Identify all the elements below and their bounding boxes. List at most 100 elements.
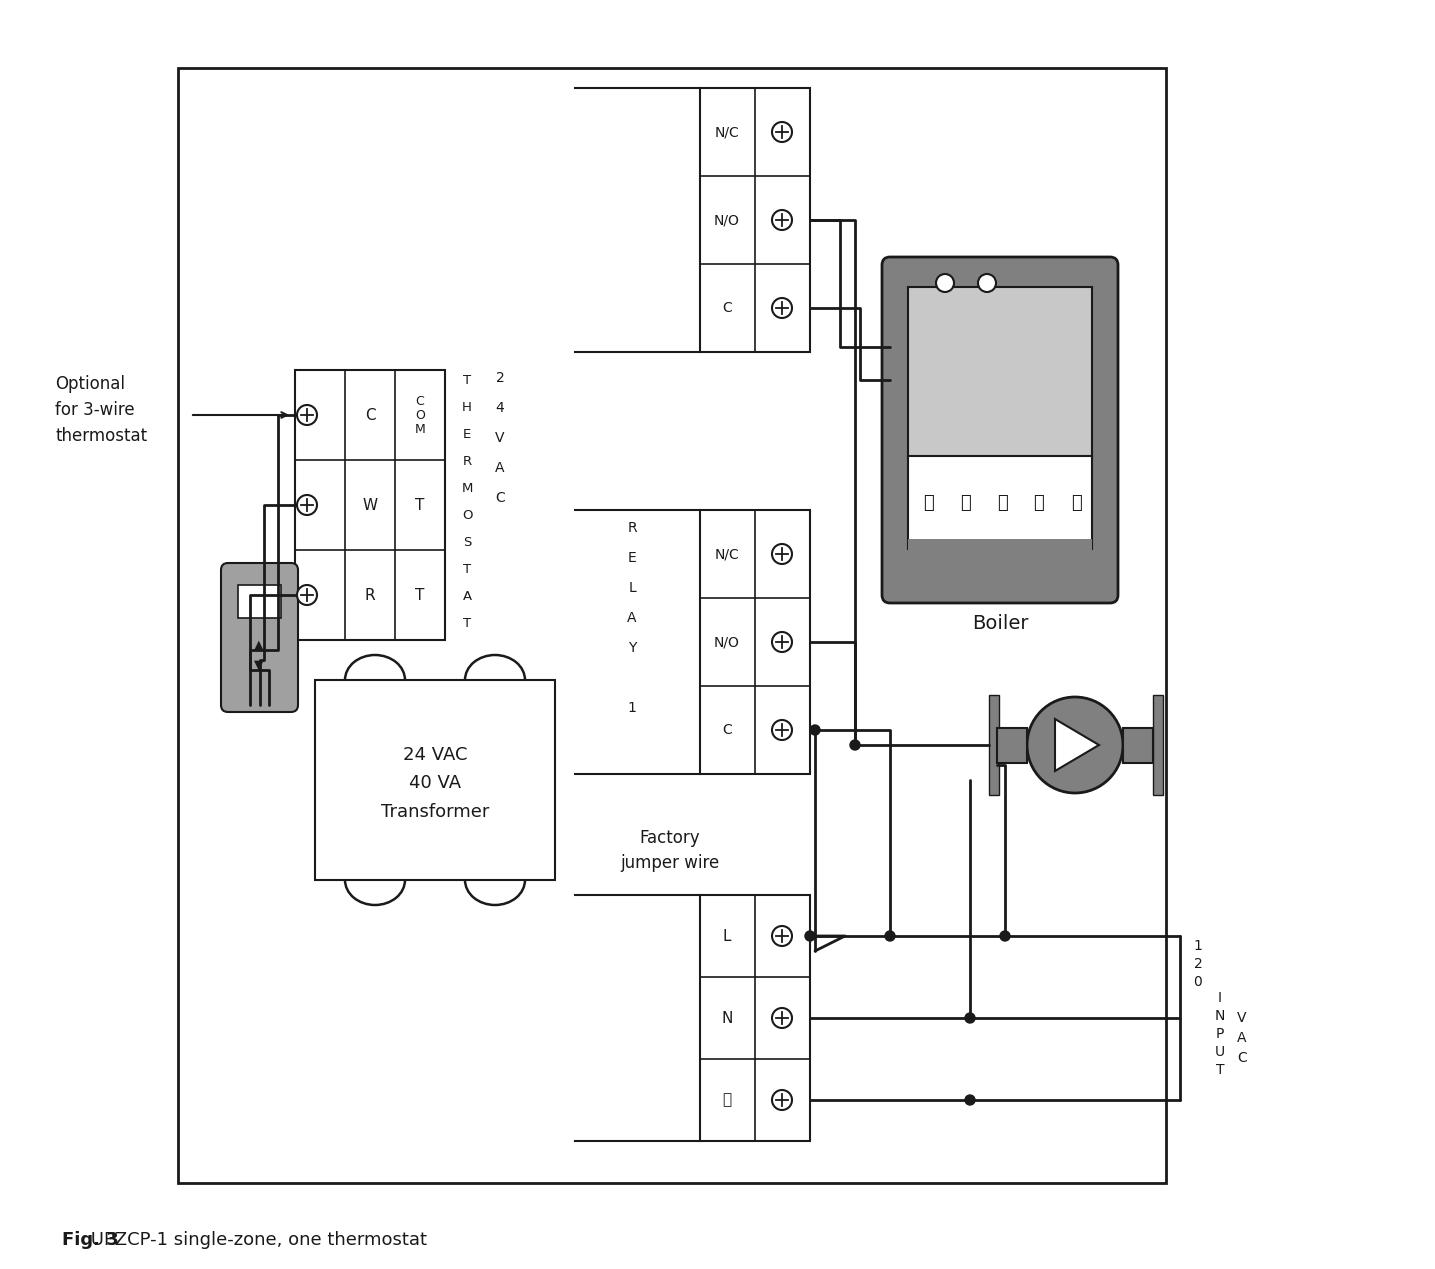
Bar	[989, 695, 999, 794]
Text: U: U	[1215, 1044, 1225, 1060]
Bar	[908, 539, 1092, 551]
Circle shape	[772, 298, 792, 319]
Text: ▲: ▲	[254, 638, 264, 651]
Text: C: C	[722, 723, 732, 737]
Bar	[700, 510, 809, 774]
Text: Transformer: Transformer	[380, 803, 489, 821]
FancyBboxPatch shape	[883, 258, 1118, 603]
Circle shape	[964, 1013, 974, 1023]
Text: T: T	[415, 497, 425, 513]
Text: M: M	[415, 423, 425, 435]
Text: Boiler: Boiler	[971, 613, 1029, 632]
Circle shape	[772, 720, 792, 740]
Text: N: N	[1215, 1009, 1225, 1023]
Text: V: V	[495, 431, 505, 445]
Text: R: R	[364, 588, 376, 603]
Circle shape	[979, 274, 996, 292]
Text: 2: 2	[495, 371, 504, 385]
Circle shape	[297, 585, 317, 605]
Text: 🔥: 🔥	[923, 494, 933, 511]
Bar	[997, 728, 1027, 763]
Text: T: T	[1215, 1063, 1224, 1077]
Text: 0: 0	[1194, 975, 1203, 989]
Circle shape	[1000, 931, 1010, 942]
Bar	[908, 457, 1092, 548]
Text: N/O: N/O	[715, 213, 740, 227]
Text: P: P	[1215, 1027, 1224, 1041]
Text: R: R	[462, 454, 472, 467]
Text: N/O: N/O	[715, 634, 740, 648]
Circle shape	[936, 274, 954, 292]
Text: M: M	[461, 481, 472, 495]
Text: A: A	[462, 590, 472, 603]
Text: O: O	[462, 509, 472, 522]
Text: 40 VA: 40 VA	[409, 774, 461, 792]
Bar	[908, 287, 1092, 458]
Text: T: T	[464, 373, 471, 387]
Text: N: N	[722, 1010, 733, 1025]
Text: W: W	[363, 497, 377, 513]
Text: O: O	[415, 409, 425, 421]
Circle shape	[772, 1008, 792, 1028]
Text: 🔥: 🔥	[960, 494, 970, 511]
Circle shape	[805, 931, 815, 942]
Circle shape	[297, 405, 317, 425]
Text: C: C	[1237, 1051, 1247, 1065]
Text: N/C: N/C	[715, 547, 739, 561]
Text: UPZCP-1 single-zone, one thermostat: UPZCP-1 single-zone, one thermostat	[62, 1231, 428, 1249]
Text: I: I	[1218, 991, 1223, 1005]
Bar	[1124, 728, 1152, 763]
Text: ▼: ▼	[254, 659, 264, 671]
Text: C: C	[495, 491, 505, 505]
Bar	[1152, 695, 1162, 794]
Text: A: A	[627, 610, 637, 626]
FancyBboxPatch shape	[221, 563, 298, 712]
Text: C: C	[722, 301, 732, 315]
Circle shape	[1027, 697, 1124, 793]
Circle shape	[772, 632, 792, 652]
Text: V: V	[1237, 1011, 1247, 1025]
Text: S: S	[464, 536, 471, 548]
Circle shape	[772, 1090, 792, 1110]
Bar	[700, 895, 809, 1141]
Bar	[296, 371, 445, 640]
Bar	[316, 680, 555, 879]
Text: 24 VAC: 24 VAC	[403, 746, 468, 764]
Text: A: A	[1237, 1030, 1247, 1044]
Polygon shape	[1055, 720, 1099, 772]
Text: 🔥: 🔥	[1071, 494, 1082, 511]
Text: 1: 1	[1194, 939, 1203, 953]
Circle shape	[772, 926, 792, 945]
Text: 🔥: 🔥	[997, 494, 1007, 511]
Bar	[700, 88, 809, 352]
Text: L: L	[629, 581, 636, 595]
Bar	[178, 69, 1167, 1183]
Text: T: T	[464, 617, 471, 629]
Text: T: T	[464, 562, 471, 576]
Text: 4: 4	[495, 401, 504, 415]
Circle shape	[297, 495, 317, 515]
Text: Optional
for 3-wire
thermostat: Optional for 3-wire thermostat	[55, 374, 148, 445]
Circle shape	[850, 740, 860, 750]
Text: 🔥: 🔥	[1033, 494, 1045, 511]
Text: R: R	[627, 522, 637, 536]
Circle shape	[964, 1095, 974, 1105]
Circle shape	[885, 931, 895, 942]
Text: ⏚: ⏚	[722, 1093, 732, 1108]
Text: A: A	[495, 461, 505, 475]
Circle shape	[772, 544, 792, 563]
Text: Y: Y	[629, 641, 636, 655]
Text: 2: 2	[1194, 957, 1203, 971]
Text: 1: 1	[627, 700, 637, 714]
Bar	[238, 585, 281, 618]
Text: H: H	[462, 401, 472, 414]
Circle shape	[772, 209, 792, 230]
Text: E: E	[464, 428, 471, 440]
Text: L: L	[723, 929, 732, 943]
Text: C: C	[416, 395, 425, 407]
Text: C: C	[364, 407, 376, 423]
Circle shape	[809, 725, 819, 735]
Circle shape	[772, 122, 792, 142]
Text: E: E	[627, 551, 636, 565]
Text: T: T	[415, 588, 425, 603]
